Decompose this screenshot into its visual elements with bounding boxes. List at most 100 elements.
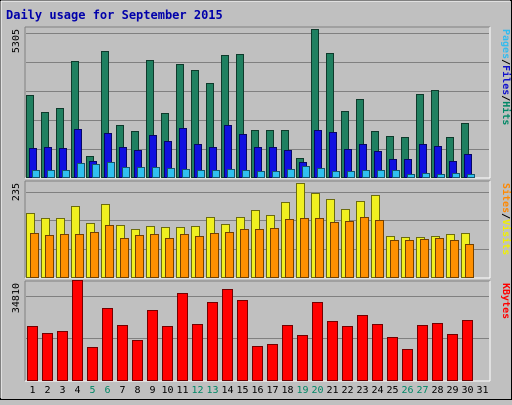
day-label-14: 14 bbox=[221, 385, 233, 396]
bar-kbytes-day-14 bbox=[222, 289, 233, 381]
bar-sites-day-8 bbox=[135, 235, 144, 278]
legend-entry: Pages bbox=[500, 29, 511, 59]
bar-sites-day-6 bbox=[105, 225, 114, 278]
bar-sites-day-22 bbox=[345, 221, 354, 278]
legend-entry: / bbox=[500, 95, 511, 101]
bar-pages-day-6 bbox=[107, 162, 115, 178]
bar-files-day-28 bbox=[434, 146, 442, 178]
bar-sites-day-16 bbox=[255, 229, 264, 278]
bar-pages-day-16 bbox=[257, 171, 265, 178]
axis-max-label: 5305 bbox=[11, 29, 22, 53]
bar-sites-day-10 bbox=[165, 238, 174, 278]
bar-kbytes-day-26 bbox=[402, 349, 413, 381]
bar-sites-day-3 bbox=[60, 234, 69, 278]
bar-kbytes-day-25 bbox=[387, 337, 398, 381]
day-label-18: 18 bbox=[281, 385, 293, 396]
day-label-24: 24 bbox=[371, 385, 383, 396]
day-label-10: 10 bbox=[161, 385, 173, 396]
bar-files-day-21 bbox=[329, 132, 337, 178]
bar-kbytes-day-24 bbox=[372, 324, 383, 381]
day-label-4: 4 bbox=[74, 385, 80, 396]
day-label-2: 2 bbox=[44, 385, 50, 396]
panel-kbytes: 34810 KBytes bbox=[11, 280, 511, 382]
bar-kbytes-day-7 bbox=[117, 325, 128, 381]
day-label-20: 20 bbox=[311, 385, 323, 396]
bar-sites-day-19 bbox=[300, 218, 309, 278]
day-label-5: 5 bbox=[89, 385, 95, 396]
bar-sites-day-5 bbox=[90, 232, 99, 278]
bar-kbytes-day-21 bbox=[327, 321, 338, 381]
bar-sites-day-28 bbox=[435, 238, 444, 278]
bar-kbytes-day-2 bbox=[42, 333, 53, 381]
day-label-30: 30 bbox=[461, 385, 473, 396]
legend: Sites/Visits bbox=[500, 183, 512, 255]
bar-kbytes-day-20 bbox=[312, 302, 323, 381]
panel-pages-files-hits: 5305 Pages/Files/Hits bbox=[11, 26, 512, 179]
day-label-16: 16 bbox=[251, 385, 263, 396]
legend-entry: / bbox=[500, 59, 511, 65]
bar-kbytes-day-5 bbox=[87, 347, 98, 381]
bar-pages-day-10 bbox=[167, 168, 175, 178]
bar-pages-day-12 bbox=[197, 170, 205, 178]
bar-pages-day-25 bbox=[392, 170, 400, 178]
day-label-1: 1 bbox=[29, 385, 35, 396]
bar-kbytes-day-16 bbox=[252, 346, 263, 381]
bar-kbytes-day-28 bbox=[432, 323, 443, 381]
legend-entry: Sites bbox=[500, 183, 512, 213]
day-label-6: 6 bbox=[104, 385, 110, 396]
day-label-8: 8 bbox=[134, 385, 140, 396]
chart-title: Daily usage for September 2015 bbox=[6, 8, 223, 22]
bar-pages-day-3 bbox=[62, 170, 70, 178]
bar-sites-day-14 bbox=[225, 232, 234, 278]
bar-pages-day-29 bbox=[452, 173, 460, 178]
bar-pages-day-14 bbox=[227, 169, 235, 178]
day-label-21: 21 bbox=[326, 385, 338, 396]
bar-kbytes-day-3 bbox=[57, 331, 68, 381]
bar-pages-day-5 bbox=[92, 164, 100, 178]
bar-sites-day-20 bbox=[315, 218, 324, 278]
bar-pages-day-9 bbox=[152, 167, 160, 178]
bar-pages-day-28 bbox=[437, 174, 445, 178]
bar-sites-day-17 bbox=[270, 228, 279, 278]
axis-max-label: 34810 bbox=[11, 283, 22, 313]
bar-kbytes-day-27 bbox=[417, 325, 428, 381]
legend: Pages/Files/Hits bbox=[500, 29, 512, 125]
x-axis-day-labels: 1 2 3 4 5 6 7 8 9 10 11 12 13 14 15 16 17 18 19 20 21 22 23 24 2… bbox=[29, 385, 488, 396]
bar-pages-day-17 bbox=[272, 171, 280, 178]
bar-kbytes-day-8 bbox=[132, 340, 143, 381]
day-label-26: 26 bbox=[401, 385, 413, 396]
bar-kbytes-day-18 bbox=[282, 325, 293, 381]
bar-sites-day-26 bbox=[405, 240, 414, 278]
bar-kbytes-day-15 bbox=[237, 300, 248, 381]
bar-pages-day-4 bbox=[77, 163, 85, 178]
bar-sites-day-27 bbox=[420, 239, 429, 278]
bar-pages-day-19 bbox=[302, 166, 310, 178]
bar-kbytes-day-11 bbox=[177, 293, 188, 381]
bar-kbytes-day-17 bbox=[267, 344, 278, 381]
bar-files-day-27 bbox=[419, 144, 427, 178]
bar-kbytes-day-9 bbox=[147, 310, 158, 381]
day-label-27: 27 bbox=[416, 385, 428, 396]
panel-sites-visits: 235 Sites/Visits bbox=[11, 180, 512, 279]
bar-pages-day-15 bbox=[242, 170, 250, 178]
bar-kbytes-day-4 bbox=[72, 280, 83, 381]
bar-sites-day-13 bbox=[210, 233, 219, 278]
bar-sites-day-4 bbox=[75, 234, 84, 278]
bar-sites-day-21 bbox=[330, 222, 339, 278]
bar-sites-day-11 bbox=[180, 234, 189, 278]
day-label-7: 7 bbox=[119, 385, 125, 396]
day-label-17: 17 bbox=[266, 385, 278, 396]
legend-entry: Hits bbox=[500, 101, 512, 125]
legend-entry: Files bbox=[500, 65, 512, 95]
bar-pages-day-2 bbox=[47, 170, 55, 178]
bar-pages-day-27 bbox=[422, 173, 430, 178]
bar-kbytes-day-1 bbox=[27, 326, 38, 381]
bar-sites-day-29 bbox=[450, 240, 459, 278]
bar-sites-day-7 bbox=[120, 238, 129, 278]
day-label-29: 29 bbox=[446, 385, 458, 396]
bar-pages-day-7 bbox=[122, 167, 130, 178]
bar-pages-day-24 bbox=[377, 170, 385, 178]
bar-pages-day-21 bbox=[332, 171, 340, 178]
